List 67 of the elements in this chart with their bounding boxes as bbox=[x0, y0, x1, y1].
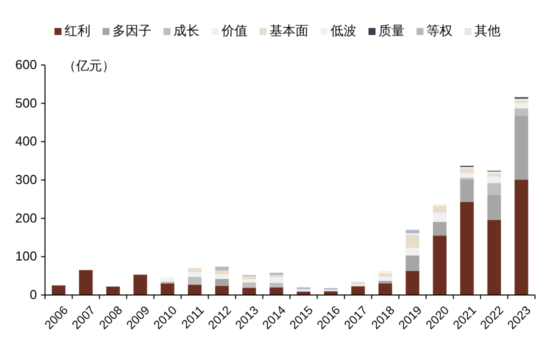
bar bbox=[188, 284, 202, 295]
bar bbox=[487, 183, 501, 195]
bar bbox=[432, 222, 447, 236]
bar bbox=[514, 108, 528, 116]
legend-label: 等权 bbox=[426, 23, 452, 38]
bar bbox=[487, 194, 501, 220]
bar bbox=[188, 268, 202, 272]
legend-label: 价值 bbox=[220, 23, 248, 38]
bar bbox=[270, 282, 284, 288]
legend-label: 成长 bbox=[174, 23, 200, 38]
bar bbox=[378, 276, 392, 281]
y-tick-label: 600 bbox=[15, 57, 37, 72]
legend-label: 红利 bbox=[64, 23, 90, 38]
legend-label: 质量 bbox=[378, 23, 404, 38]
bar bbox=[215, 278, 229, 286]
bar bbox=[514, 116, 528, 180]
legend-label: 基本面 bbox=[270, 23, 308, 38]
bar bbox=[242, 279, 256, 282]
bar bbox=[432, 236, 447, 295]
bar bbox=[406, 234, 420, 248]
bar bbox=[133, 274, 148, 295]
bar bbox=[460, 179, 474, 202]
y-tick-label: 0 bbox=[30, 287, 37, 302]
bar bbox=[242, 282, 256, 288]
bar bbox=[460, 173, 474, 178]
bar bbox=[514, 180, 528, 295]
bar bbox=[188, 276, 202, 285]
y-tick-label: 100 bbox=[15, 248, 37, 264]
bar bbox=[215, 286, 229, 295]
bar bbox=[432, 206, 447, 213]
bar bbox=[215, 266, 229, 270]
y-axis-title: （亿元） bbox=[63, 58, 115, 73]
bar bbox=[160, 284, 174, 295]
y-tick-label: 400 bbox=[15, 134, 37, 149]
bar bbox=[351, 286, 365, 295]
bar bbox=[270, 277, 284, 283]
bar bbox=[514, 102, 528, 108]
bar bbox=[460, 168, 474, 174]
bar bbox=[406, 256, 420, 271]
bar bbox=[324, 291, 338, 295]
bar bbox=[406, 270, 420, 295]
legend-label: 多因子 bbox=[112, 23, 152, 38]
bar bbox=[432, 212, 447, 222]
bar bbox=[378, 284, 392, 295]
bar bbox=[406, 230, 420, 234]
bar bbox=[79, 270, 93, 295]
bar bbox=[487, 176, 501, 184]
bar bbox=[242, 276, 256, 280]
bar bbox=[215, 274, 229, 279]
bar bbox=[160, 278, 174, 282]
legend-label: 低波 bbox=[330, 23, 356, 38]
bar bbox=[106, 286, 120, 295]
bar bbox=[487, 220, 501, 295]
bar bbox=[188, 272, 202, 277]
bar bbox=[378, 280, 392, 284]
legend-label: 其他 bbox=[474, 23, 500, 38]
y-tick-label: 300 bbox=[15, 172, 37, 187]
bar bbox=[52, 285, 66, 295]
bar bbox=[215, 270, 229, 274]
bar bbox=[242, 288, 256, 295]
bar bbox=[406, 248, 420, 256]
bar bbox=[487, 173, 501, 177]
bar bbox=[460, 202, 474, 295]
bar bbox=[270, 287, 284, 295]
y-tick-label: 200 bbox=[15, 210, 37, 226]
bar bbox=[514, 100, 528, 103]
y-tick-label: 500 bbox=[15, 95, 37, 110]
